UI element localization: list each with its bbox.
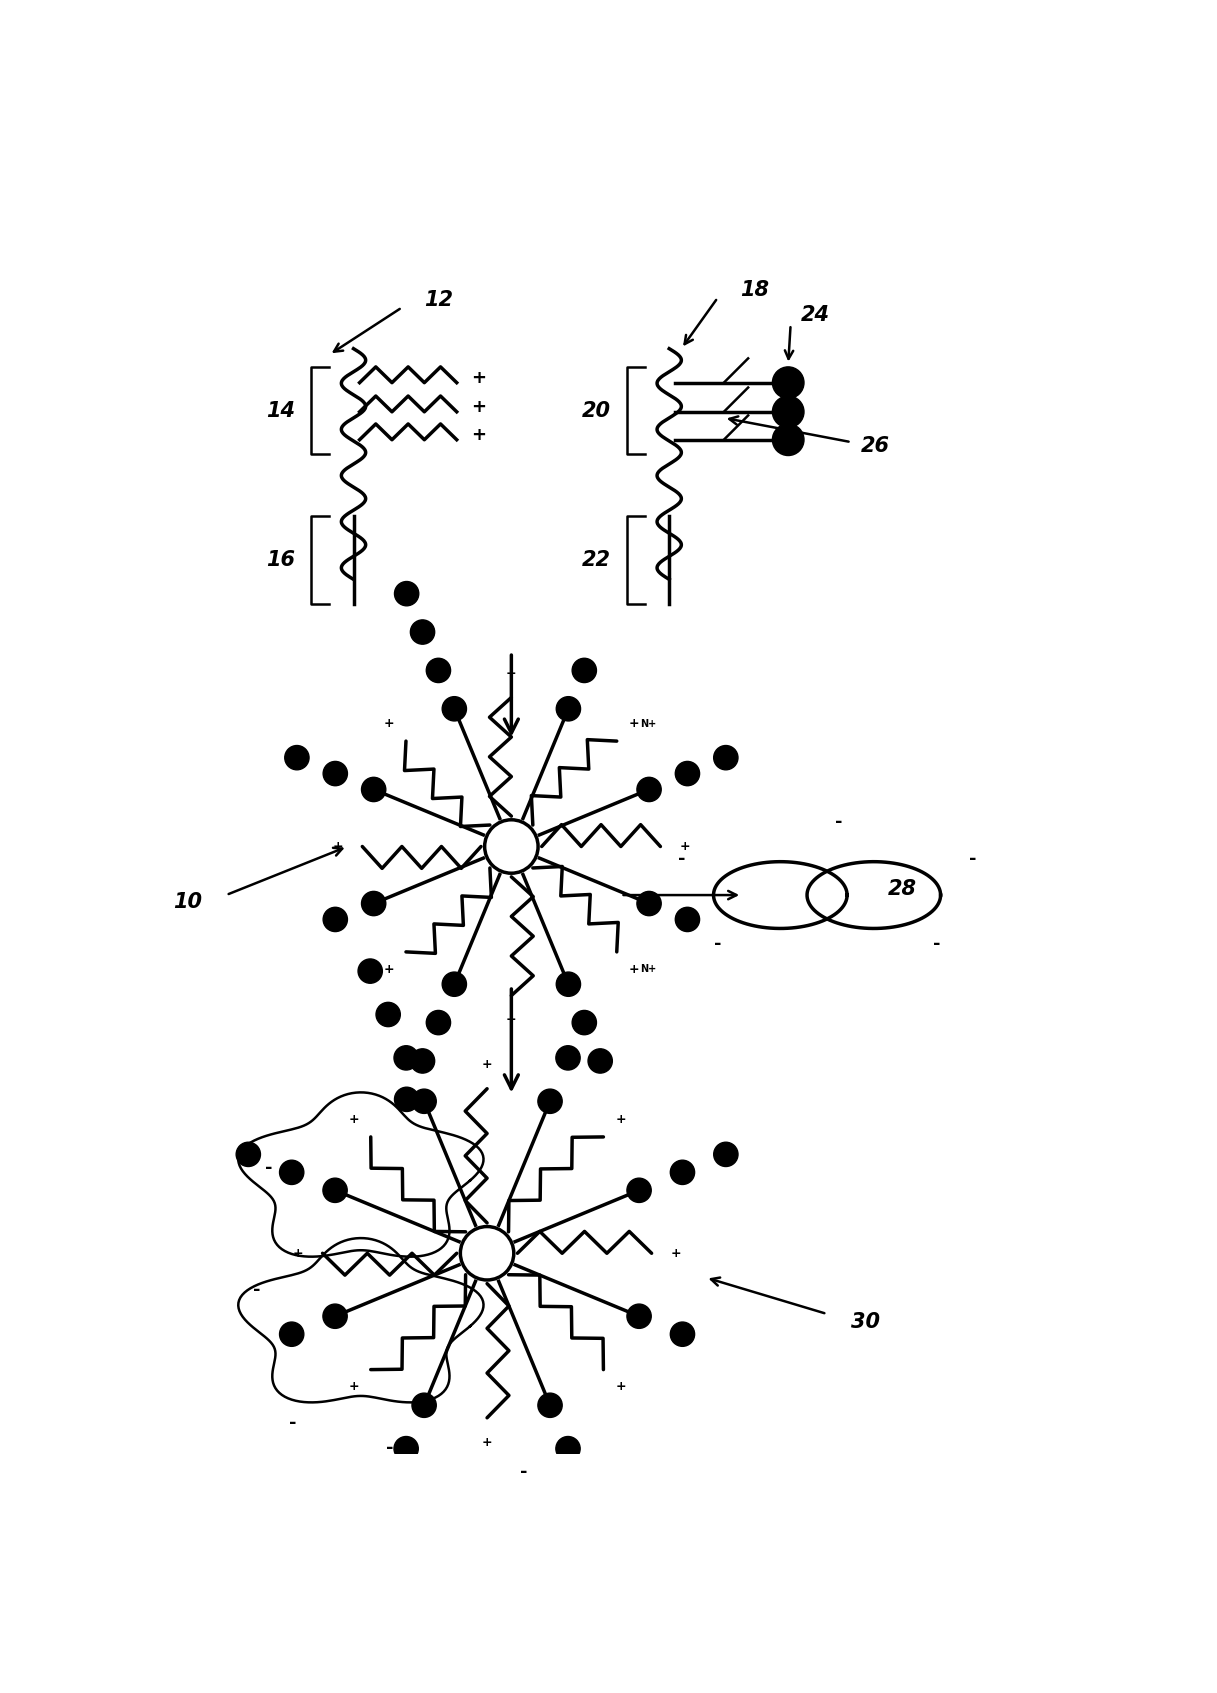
Circle shape [324, 907, 347, 931]
Text: 30: 30 [852, 1312, 880, 1332]
Circle shape [773, 367, 804, 398]
Circle shape [376, 1480, 400, 1503]
Circle shape [588, 1050, 612, 1073]
Circle shape [574, 1480, 598, 1503]
Text: 22: 22 [582, 550, 611, 571]
Circle shape [675, 907, 700, 931]
Circle shape [280, 1160, 304, 1185]
Circle shape [361, 892, 386, 916]
Text: +: + [471, 427, 486, 444]
Text: +: + [506, 1014, 517, 1026]
Circle shape [484, 819, 538, 874]
Circle shape [394, 1087, 419, 1112]
Circle shape [636, 892, 661, 916]
Text: +: + [482, 1058, 493, 1072]
Circle shape [323, 1304, 347, 1329]
Circle shape [773, 423, 804, 455]
Circle shape [394, 1046, 419, 1070]
Circle shape [556, 1046, 581, 1070]
Circle shape [358, 1524, 382, 1547]
Circle shape [538, 1089, 562, 1114]
Circle shape [236, 1143, 260, 1166]
Text: N+: N+ [640, 963, 656, 973]
Text: 12: 12 [424, 290, 453, 310]
Text: +: + [332, 840, 343, 853]
Text: -: - [520, 1463, 527, 1481]
Text: +: + [616, 1380, 626, 1393]
Text: +: + [482, 1436, 493, 1449]
Circle shape [572, 1011, 596, 1034]
Circle shape [442, 972, 466, 997]
Circle shape [323, 1178, 347, 1202]
Text: +: + [506, 667, 517, 679]
Circle shape [627, 1178, 651, 1202]
Circle shape [538, 1393, 562, 1417]
Text: 28: 28 [887, 879, 916, 899]
Text: +: + [348, 1380, 359, 1393]
Text: +: + [629, 718, 639, 730]
Text: +: + [383, 963, 394, 975]
Circle shape [394, 1437, 419, 1461]
Circle shape [280, 1322, 304, 1346]
Circle shape [361, 777, 386, 801]
Text: +: + [348, 1114, 359, 1126]
Circle shape [556, 972, 581, 997]
Text: -: - [714, 935, 722, 953]
Circle shape [556, 696, 581, 721]
Circle shape [426, 1011, 450, 1034]
Text: 20: 20 [582, 401, 611, 420]
Circle shape [324, 762, 347, 786]
Text: -: - [835, 813, 843, 831]
Circle shape [713, 1143, 738, 1166]
Circle shape [413, 1089, 436, 1114]
Circle shape [410, 620, 434, 643]
Text: -: - [932, 935, 940, 953]
Circle shape [713, 745, 738, 770]
Text: +: + [471, 369, 486, 386]
Text: +: + [679, 840, 690, 853]
Circle shape [285, 745, 309, 770]
Text: -: - [969, 850, 976, 867]
Circle shape [572, 659, 596, 682]
Text: +: + [293, 1246, 303, 1260]
Circle shape [671, 1160, 695, 1185]
Circle shape [394, 581, 419, 606]
Text: 26: 26 [862, 435, 890, 455]
Circle shape [376, 1002, 400, 1026]
Text: 14: 14 [267, 401, 296, 420]
Text: +: + [671, 1246, 682, 1260]
Circle shape [675, 762, 700, 786]
Circle shape [671, 1322, 695, 1346]
Text: 16: 16 [267, 550, 296, 571]
Text: +: + [616, 1114, 626, 1126]
Circle shape [627, 1304, 651, 1329]
Circle shape [636, 777, 661, 801]
Circle shape [413, 1393, 436, 1417]
Text: +: + [471, 398, 486, 416]
Text: -: - [386, 1439, 393, 1456]
Text: 24: 24 [801, 305, 830, 325]
Circle shape [426, 659, 450, 682]
Text: N+: N+ [640, 720, 656, 730]
Text: -: - [678, 850, 685, 867]
Circle shape [556, 1437, 581, 1461]
Text: -: - [290, 1414, 297, 1432]
Circle shape [442, 696, 466, 721]
Text: +: + [383, 718, 394, 730]
Circle shape [460, 1226, 514, 1280]
Text: 18: 18 [740, 281, 769, 300]
Circle shape [773, 396, 804, 428]
Circle shape [358, 958, 382, 984]
Text: +: + [629, 963, 639, 975]
Text: -: - [265, 1160, 273, 1177]
Circle shape [410, 1050, 434, 1073]
Text: 10: 10 [173, 892, 202, 913]
Text: -: - [253, 1280, 260, 1299]
